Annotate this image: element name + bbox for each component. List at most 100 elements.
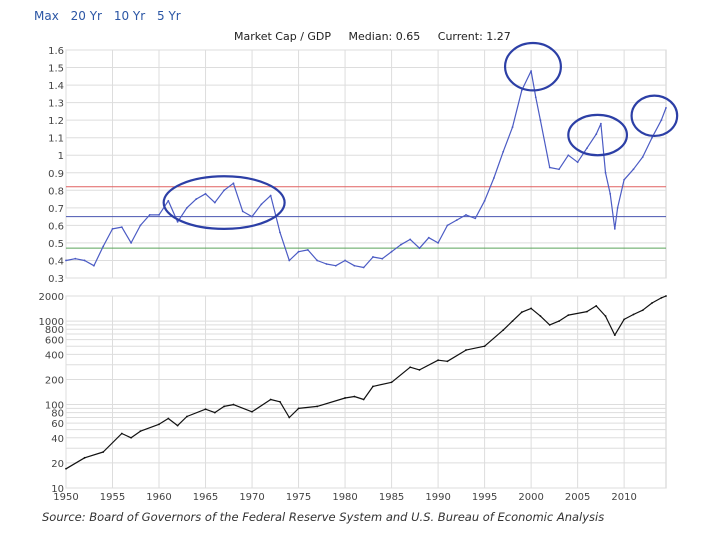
- index-y-tick-label: 80: [51, 409, 64, 420]
- ratio-data-point: [297, 250, 300, 253]
- index-data-point: [232, 403, 235, 406]
- ratio-data-point: [539, 119, 542, 122]
- ratio-data-point: [665, 106, 667, 109]
- ratio-data-point: [534, 96, 537, 99]
- index-y-tick-label: 1000: [39, 317, 64, 328]
- index-data-point: [213, 411, 216, 414]
- index-y-tick-label: 10: [51, 484, 64, 495]
- index-data-point: [297, 407, 300, 410]
- ratio-data-point: [616, 206, 619, 209]
- ratio-data-point: [223, 189, 226, 192]
- index-data-point: [511, 320, 514, 323]
- index-data-point: [641, 309, 644, 312]
- range-max-link[interactable]: Max: [34, 9, 59, 23]
- index-data-point: [465, 349, 467, 351]
- index-data-point: [665, 295, 667, 297]
- ratio-data-point: [353, 264, 356, 267]
- index-data-point: [437, 359, 439, 362]
- index-data-point: [130, 436, 133, 439]
- index-y-tick-label: 60: [51, 419, 64, 430]
- ratio-y-tick-label: 0.9: [48, 169, 64, 180]
- ratio-data-point: [632, 168, 635, 171]
- x-tick-label: 1965: [193, 492, 218, 503]
- ratio-y-tick-label: 1.5: [48, 64, 64, 75]
- current-value: Current: 1.27: [437, 30, 511, 43]
- index-y-tick-label: 600: [45, 336, 64, 347]
- ratio-y-tick-label: 0.4: [48, 256, 64, 267]
- index-data-point: [539, 315, 542, 317]
- ratio-y-tick-label: 0.3: [48, 274, 64, 285]
- median-value: Median: 0.65: [348, 30, 421, 43]
- ratio-data-point: [465, 213, 467, 216]
- x-tick-label: 1980: [332, 492, 357, 503]
- index-data-point: [623, 318, 626, 321]
- index-data-point: [288, 416, 291, 419]
- ratio-plot-frame: [65, 49, 667, 279]
- ratio-y-tick-label: 1.6: [48, 46, 64, 57]
- x-tick-label: 1975: [286, 492, 311, 503]
- ratio-data-point: [558, 168, 560, 171]
- ratio-data-point: [609, 192, 612, 195]
- highlight-circle: [567, 113, 629, 157]
- index-data-point: [483, 345, 486, 348]
- ratio-data-point: [251, 215, 253, 218]
- chart-metric-name: Market Cap / GDP: [234, 30, 332, 43]
- index-data-point: [120, 432, 123, 435]
- ratio-data-point: [381, 257, 384, 260]
- ratio-data-point: [195, 198, 198, 200]
- ratio-data-point: [604, 171, 607, 174]
- ratio-data-point: [446, 224, 449, 227]
- index-data-point: [102, 451, 105, 453]
- index-data-point: [316, 405, 319, 408]
- source-note: Source: Board of Governors of the Federa…: [42, 510, 605, 524]
- index-data-point: [167, 417, 170, 420]
- ratio-data-point: [279, 231, 281, 234]
- x-tick-label: 2010: [611, 492, 636, 503]
- ratio-data-point: [186, 206, 188, 209]
- range-5yr-link[interactable]: 5 Yr: [157, 9, 181, 23]
- ratio-data-point: [260, 203, 263, 206]
- ratio-data-point: [418, 247, 421, 250]
- index-data-point: [204, 408, 207, 411]
- index-data-point: [409, 366, 412, 369]
- range-20yr-link[interactable]: 20 Yr: [70, 9, 102, 23]
- ratio-data-point: [65, 259, 67, 262]
- range-10yr-link[interactable]: 10 Yr: [113, 9, 146, 23]
- index-data-point: [567, 314, 570, 317]
- ratio-data-point: [204, 192, 207, 195]
- x-tick-label: 1970: [239, 492, 264, 503]
- ratio-y-tick-label: 1.1: [48, 134, 64, 145]
- x-tick-label: 1995: [472, 492, 497, 503]
- ratio-data-point: [399, 243, 402, 246]
- ratio-data-point: [269, 194, 272, 197]
- index-data-point: [251, 410, 253, 413]
- index-data-point: [502, 329, 505, 332]
- ratio-data-point: [502, 150, 505, 153]
- ratio-data-point: [474, 217, 477, 220]
- highlight-circle: [630, 94, 679, 138]
- index-data-point: [353, 395, 356, 398]
- index-data-point: [186, 415, 188, 418]
- index-y-tick-label: 20: [51, 459, 64, 470]
- chart-title: Market Cap / GDP Median: 0.65 Current: 1…: [234, 30, 525, 43]
- ratio-data-point: [120, 226, 123, 229]
- ratio-data-point: [83, 259, 86, 262]
- ratio-data-point: [576, 161, 579, 164]
- ratio-data-point: [148, 213, 151, 216]
- ratio-data-point: [427, 236, 430, 239]
- ratio-data-point: [139, 224, 142, 227]
- ratio-data-point: [511, 126, 514, 129]
- ratio-y-tick-label: 1: [58, 151, 64, 162]
- x-tick-label: 2000: [518, 492, 543, 503]
- ratio-data-point: [595, 133, 598, 136]
- index-data-point: [279, 400, 281, 403]
- x-tick-label: 2005: [565, 492, 590, 503]
- ratio-data-point: [520, 89, 523, 92]
- ratio-data-point: [660, 119, 663, 122]
- ratio-data-point: [288, 259, 291, 262]
- index-data-point: [83, 456, 86, 459]
- index-data-point: [651, 302, 653, 304]
- index-y-tick-label: 200: [45, 375, 64, 386]
- ratio-data-point: [493, 177, 495, 179]
- ratio-data-point: [93, 264, 95, 267]
